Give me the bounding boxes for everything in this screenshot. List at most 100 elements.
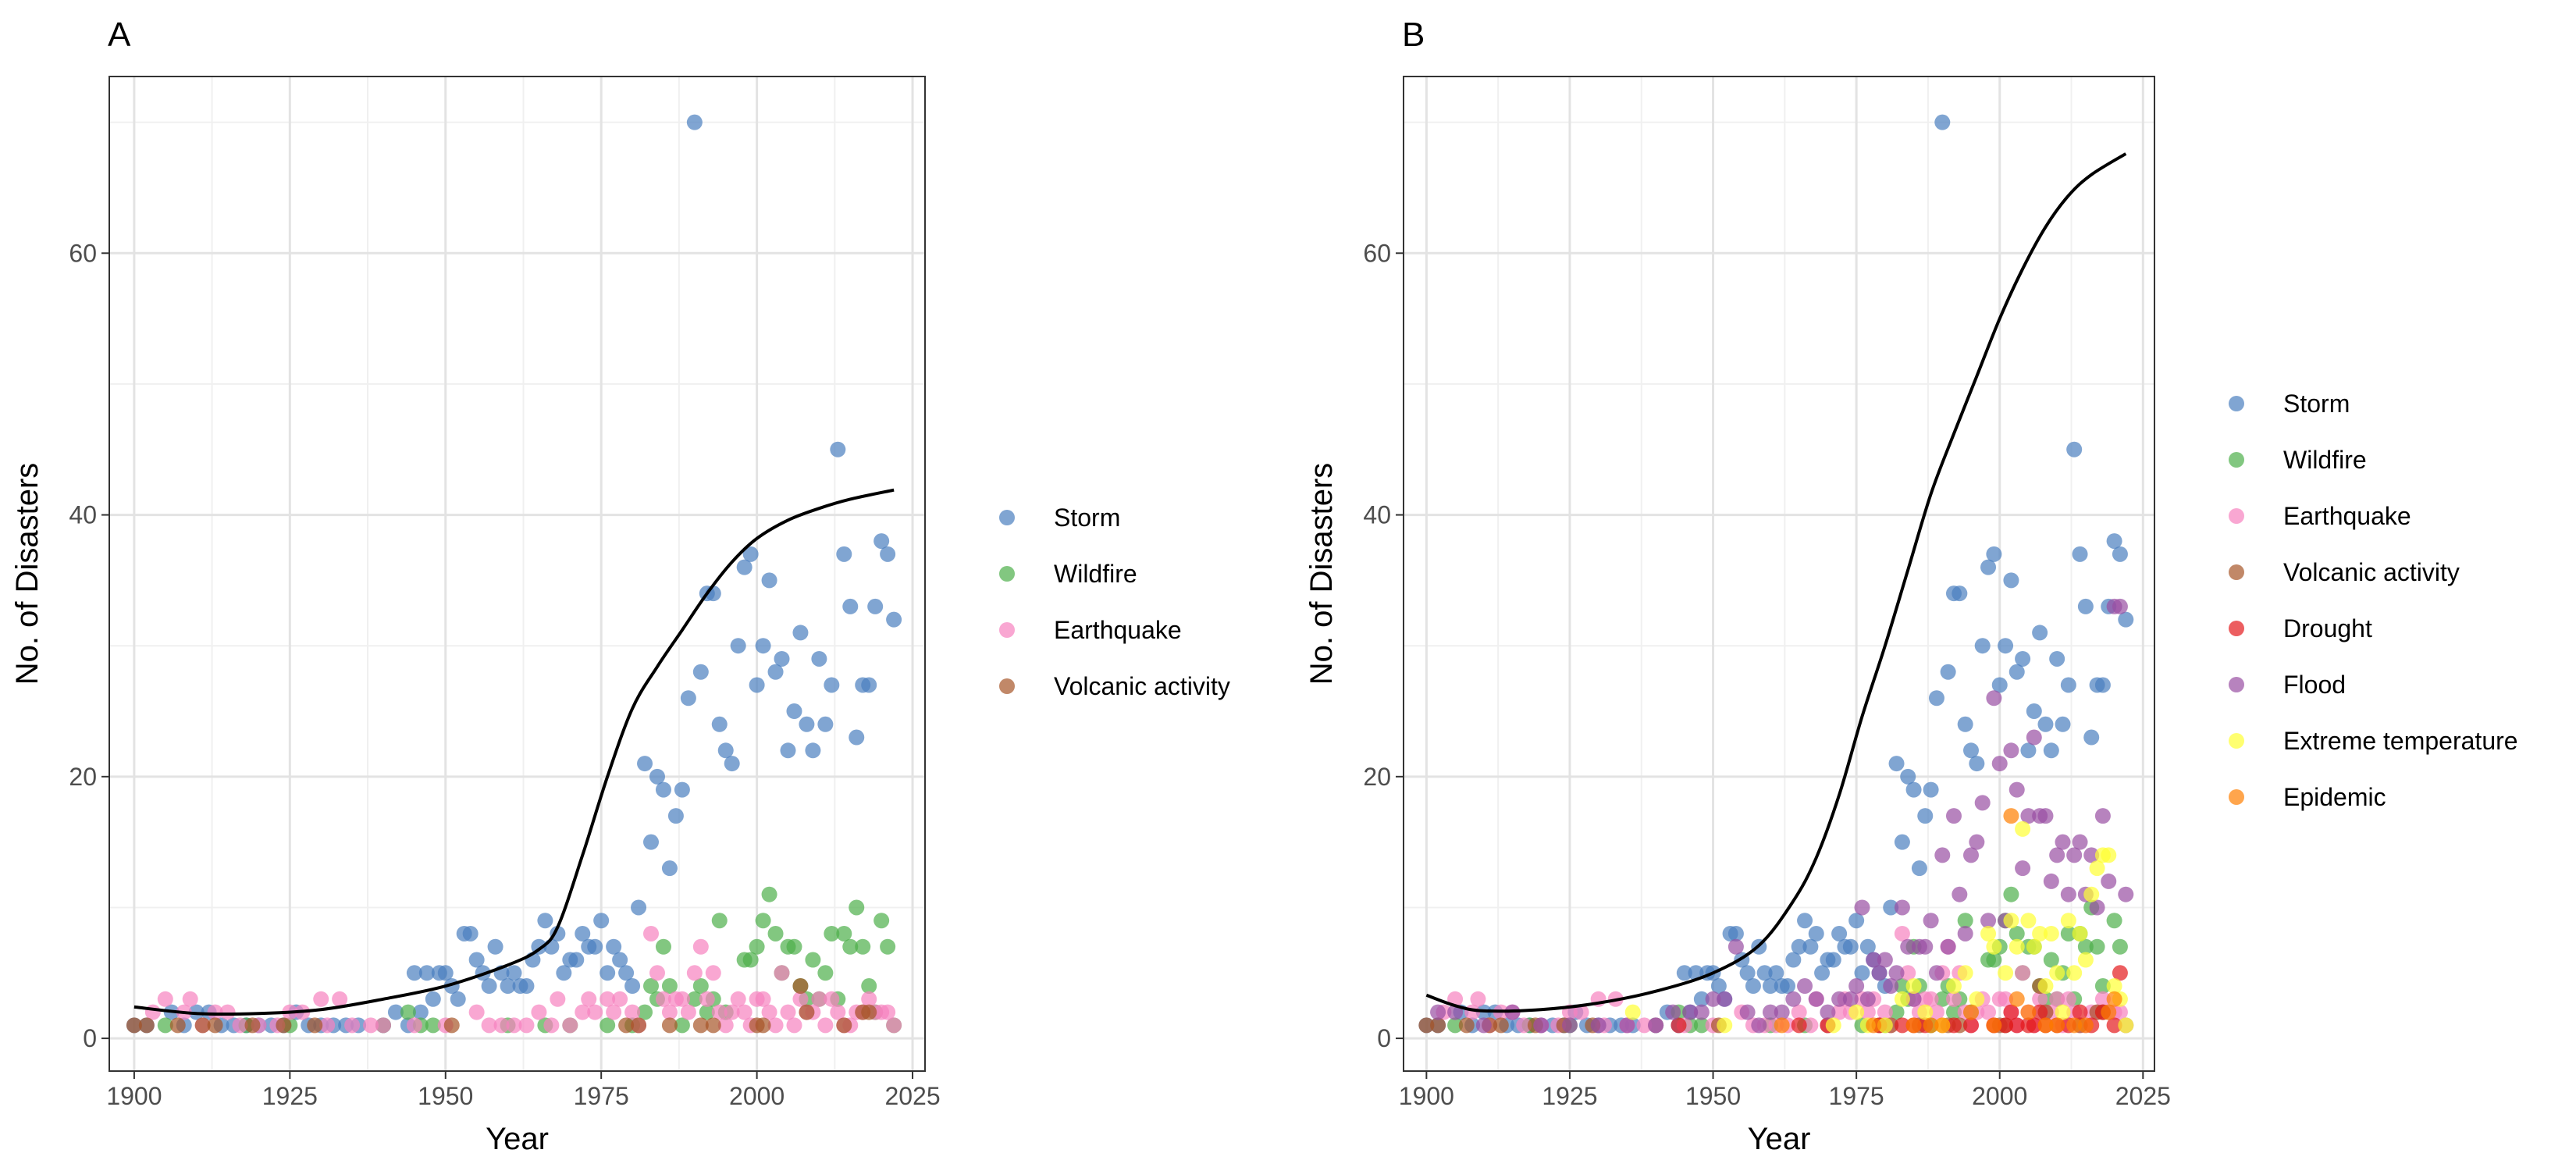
data-point	[600, 965, 616, 981]
data-point	[276, 1017, 292, 1034]
data-point	[1774, 1017, 1790, 1034]
data-point	[462, 925, 479, 941]
data-point	[1802, 1017, 1819, 1034]
data-point	[792, 625, 809, 641]
data-point	[2112, 546, 2128, 562]
data-point	[824, 925, 840, 941]
legend-label: Drought	[2283, 614, 2372, 642]
data-point	[749, 938, 765, 955]
data-point	[1986, 952, 2002, 968]
data-point	[1808, 925, 1824, 941]
legend-key	[2229, 733, 2244, 749]
data-point	[717, 742, 734, 759]
data-point	[699, 991, 715, 1007]
data-point	[506, 965, 522, 981]
data-point	[600, 1017, 616, 1034]
data-point	[2026, 703, 2042, 720]
data-point	[363, 1017, 379, 1034]
data-point	[1762, 1004, 1778, 1020]
data-point	[2077, 938, 2094, 955]
data-point	[194, 1017, 211, 1034]
data-point	[1533, 1017, 1550, 1034]
data-point	[1883, 899, 1899, 916]
legend-label: Volcanic activity	[2283, 558, 2460, 586]
y-tick-label: 60	[1363, 239, 1391, 267]
data-point	[674, 781, 690, 798]
data-point	[587, 938, 603, 955]
data-point	[138, 1017, 155, 1034]
data-point	[711, 913, 728, 929]
data-point	[811, 991, 827, 1007]
legend: Storm Wildfire Earthquake Volcanic activity	[999, 504, 1230, 700]
data-point	[2077, 952, 2094, 968]
data-point	[1670, 1017, 1687, 1034]
data-point	[2008, 925, 2025, 941]
legend-key	[2229, 508, 2244, 524]
y-tick-label: 40	[69, 501, 97, 529]
data-point	[1808, 991, 1824, 1007]
data-point	[1963, 847, 1980, 863]
data-point	[2026, 729, 2042, 746]
data-point	[2037, 1017, 2054, 1034]
data-point	[1974, 638, 1991, 654]
data-point	[711, 716, 728, 732]
data-point	[886, 1017, 902, 1034]
data-point	[1820, 1004, 1836, 1020]
legend-item: Storm	[2229, 390, 2350, 418]
data-point	[319, 1017, 336, 1034]
data-point	[836, 925, 852, 941]
data-point	[637, 756, 653, 772]
series-volcanic-activity	[126, 978, 877, 1034]
data-point	[1980, 925, 1997, 941]
data-point	[1825, 952, 1841, 968]
data-point	[2060, 886, 2076, 902]
data-point	[2043, 742, 2059, 759]
data-point	[1888, 1004, 1905, 1020]
data-point	[2106, 913, 2122, 929]
data-point	[2106, 991, 2122, 1007]
data-point	[2072, 546, 2088, 562]
data-point	[861, 978, 877, 995]
data-point	[1957, 716, 1973, 732]
y-axis-title: No. of Disasters	[10, 463, 44, 685]
data-point	[2072, 834, 2088, 850]
data-point	[873, 533, 890, 550]
data-point	[717, 1017, 734, 1034]
data-point	[792, 978, 809, 995]
data-point	[880, 1004, 896, 1020]
data-point	[842, 598, 859, 614]
data-point	[1619, 1017, 1635, 1034]
data-point	[1998, 1017, 2014, 1034]
data-point	[1957, 965, 1973, 981]
data-point	[1934, 991, 1951, 1007]
data-point	[2112, 598, 2128, 614]
panel-tag: A	[108, 16, 131, 54]
data-point	[2003, 913, 2019, 929]
data-point	[730, 638, 746, 654]
x-tick-label: 2000	[1972, 1082, 2027, 1110]
data-point	[1682, 1004, 1699, 1020]
data-point	[2037, 716, 2054, 732]
panel-a: A 1900 1925 1950 1975 2000 2025 0 20 40 60 Year N…	[10, 16, 1230, 1156]
data-point	[1842, 938, 1859, 955]
data-point	[861, 991, 877, 1007]
data-point	[2094, 677, 2111, 693]
y-axis-title: No. of Disasters	[1304, 463, 1339, 685]
data-point	[1430, 1017, 1446, 1034]
data-point	[1573, 1004, 1589, 1020]
data-point	[2072, 925, 2088, 941]
data-point	[786, 703, 802, 720]
data-point	[618, 1017, 635, 1034]
data-point	[1998, 991, 2014, 1007]
data-point	[1900, 965, 1916, 981]
data-point	[2055, 834, 2071, 850]
data-point	[1986, 690, 2002, 707]
data-point	[1797, 978, 1813, 995]
data-point	[1802, 938, 1819, 955]
data-point	[655, 781, 671, 798]
data-point	[1963, 1017, 1980, 1034]
data-point	[1945, 991, 1962, 1007]
y-tick-label: 0	[1377, 1024, 1391, 1052]
data-point	[2094, 991, 2111, 1007]
data-point	[612, 952, 628, 968]
